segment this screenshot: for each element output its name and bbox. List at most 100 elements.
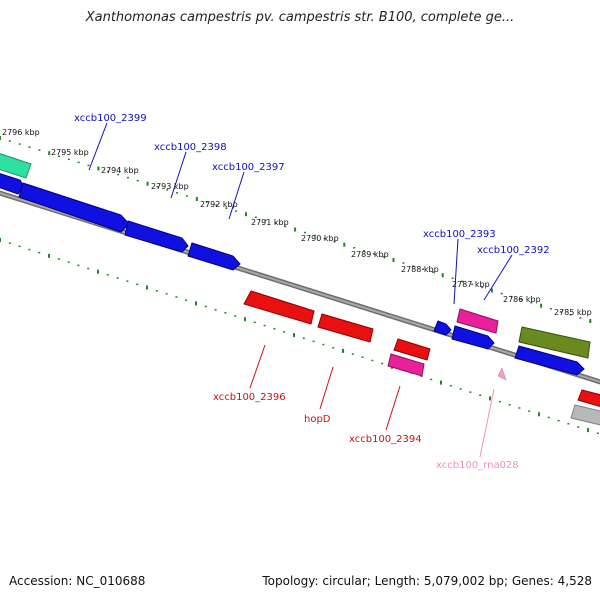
minor-tick bbox=[156, 186, 159, 188]
connector-xccb100-2392 bbox=[483, 254, 513, 301]
minor-tick bbox=[176, 192, 179, 194]
minor-tick bbox=[214, 309, 217, 311]
minor-tick bbox=[234, 315, 237, 317]
gene-arrow-red-right-edge[interactable] bbox=[577, 389, 600, 408]
major-tick bbox=[342, 348, 344, 353]
minor-tick bbox=[253, 321, 256, 324]
kbp-label-2793: 2793 kbp bbox=[151, 182, 189, 191]
gene-arrow-xccb100-2393-pink[interactable] bbox=[456, 308, 499, 334]
map-title: Xanthomonas campestris pv. campestris st… bbox=[85, 10, 515, 25]
minor-tick bbox=[263, 324, 266, 327]
minor-tick bbox=[77, 264, 80, 267]
reverse-strand-features bbox=[243, 290, 600, 426]
gene-label-xccb100-2394[interactable]: xccb100_2394 bbox=[349, 434, 422, 445]
minor-tick bbox=[106, 274, 109, 276]
minor-tick bbox=[38, 149, 41, 151]
minor-tick bbox=[28, 146, 31, 148]
kbp-label-2788: 2788 kbp bbox=[401, 265, 439, 274]
minor-tick bbox=[273, 328, 276, 330]
minor-tick bbox=[422, 268, 424, 270]
kbp-label-2795: 2795 kbp bbox=[51, 148, 89, 157]
gene-arrow-xccb100-2398[interactable] bbox=[124, 220, 189, 253]
lower-tick-row bbox=[0, 238, 599, 434]
minor-tick bbox=[520, 298, 523, 301]
minor-tick bbox=[204, 305, 207, 308]
minor-tick bbox=[469, 391, 472, 393]
minor-tick bbox=[205, 201, 208, 203]
minor-tick bbox=[57, 258, 60, 260]
gene-label-xccb100-2396[interactable]: xccb100_2396 bbox=[213, 392, 286, 403]
gene-arrow-xccb100-2393[interactable] bbox=[451, 325, 495, 350]
minor-tick bbox=[333, 240, 336, 243]
major-tick bbox=[343, 242, 346, 247]
gene-label-xccb100-2399[interactable]: xccb100_2399 bbox=[74, 113, 147, 124]
gene-arrow-xccb100-2396[interactable] bbox=[243, 290, 315, 325]
major-tick bbox=[538, 412, 540, 417]
gene-label-xccb100-2393[interactable]: xccb100_2393 bbox=[423, 229, 496, 240]
minor-tick bbox=[117, 173, 120, 176]
minor-tick bbox=[166, 189, 169, 191]
minor-tick bbox=[126, 280, 129, 282]
olive-gene-arrow[interactable] bbox=[518, 326, 591, 359]
minor-tick bbox=[283, 331, 286, 333]
minor-tick bbox=[107, 170, 110, 173]
major-tick bbox=[97, 269, 99, 274]
grey-gene-arrow[interactable] bbox=[570, 404, 600, 426]
gene-arrow-hopD[interactable] bbox=[317, 313, 374, 343]
kbp-label-2796: 2796 kbp bbox=[2, 128, 40, 137]
major-tick bbox=[97, 166, 100, 171]
minor-tick bbox=[8, 140, 11, 142]
minor-tick bbox=[18, 143, 21, 145]
rna-label-xccb100-rna028[interactable]: xccb100_rna028 bbox=[436, 460, 519, 471]
gene-arrow-small[interactable] bbox=[433, 320, 452, 336]
gene-arrow-red-small[interactable] bbox=[393, 338, 431, 361]
major-tick bbox=[0, 238, 1, 242]
minor-tick bbox=[528, 410, 531, 412]
gene-arrow-xccb100-2397[interactable] bbox=[187, 242, 241, 271]
connector-xccb100-2396 bbox=[249, 344, 266, 389]
rna-marker-xccb100-rna028[interactable] bbox=[497, 367, 507, 381]
major-tick bbox=[489, 396, 491, 401]
gene-label-xccb100-2397[interactable]: xccb100_2397 bbox=[212, 162, 285, 173]
teal-gene-arrow[interactable] bbox=[0, 152, 32, 179]
kbp-label-2791: 2791 kbp bbox=[251, 218, 289, 227]
major-tick bbox=[589, 319, 592, 323]
major-tick bbox=[195, 301, 197, 306]
minor-tick bbox=[38, 251, 41, 254]
topology-text: Topology: circular; Length: 5,079,002 bp… bbox=[262, 574, 592, 588]
major-tick bbox=[440, 380, 442, 385]
minor-tick bbox=[351, 353, 354, 355]
minor-tick bbox=[402, 262, 405, 264]
minor-tick bbox=[567, 423, 570, 425]
gene-label-xccb100-2392[interactable]: xccb100_2392 bbox=[477, 245, 550, 256]
minor-tick bbox=[559, 311, 562, 313]
gene-arrow-xccb100-2394[interactable] bbox=[387, 353, 425, 377]
minor-tick bbox=[431, 271, 434, 273]
kbp-label-2787: 2787 kbp bbox=[452, 280, 490, 289]
kbp-label-2792: 2792 kbp bbox=[200, 200, 238, 209]
minor-tick bbox=[363, 250, 365, 252]
minor-tick bbox=[371, 359, 374, 362]
major-tick bbox=[392, 258, 395, 262]
minor-tick bbox=[557, 419, 560, 422]
connector-hopD bbox=[319, 366, 334, 410]
gene-label-hopD[interactable]: hopD bbox=[304, 414, 331, 425]
gene-label-xccb100-2398[interactable]: xccb100_2398 bbox=[154, 142, 227, 153]
connector-xccb100-2398 bbox=[170, 151, 187, 199]
gene-arrow-xccb100-2392[interactable] bbox=[514, 345, 585, 376]
minor-tick bbox=[569, 314, 572, 316]
connector-xccb100-2397 bbox=[228, 171, 245, 220]
minor-tick bbox=[67, 158, 70, 161]
forward-strand-features bbox=[0, 152, 591, 376]
minor-tick bbox=[412, 265, 415, 267]
gene-labels: xccb100_2399 xccb100_2398 xccb100_2397 x… bbox=[74, 113, 550, 471]
minor-tick bbox=[323, 237, 326, 240]
minor-tick bbox=[155, 290, 158, 292]
major-tick bbox=[490, 288, 493, 293]
minor-tick bbox=[136, 179, 139, 182]
minor-tick bbox=[500, 292, 503, 295]
gene-arrow-xccb100-2399[interactable] bbox=[18, 182, 130, 233]
minor-tick bbox=[361, 356, 364, 358]
major-tick bbox=[293, 333, 295, 338]
